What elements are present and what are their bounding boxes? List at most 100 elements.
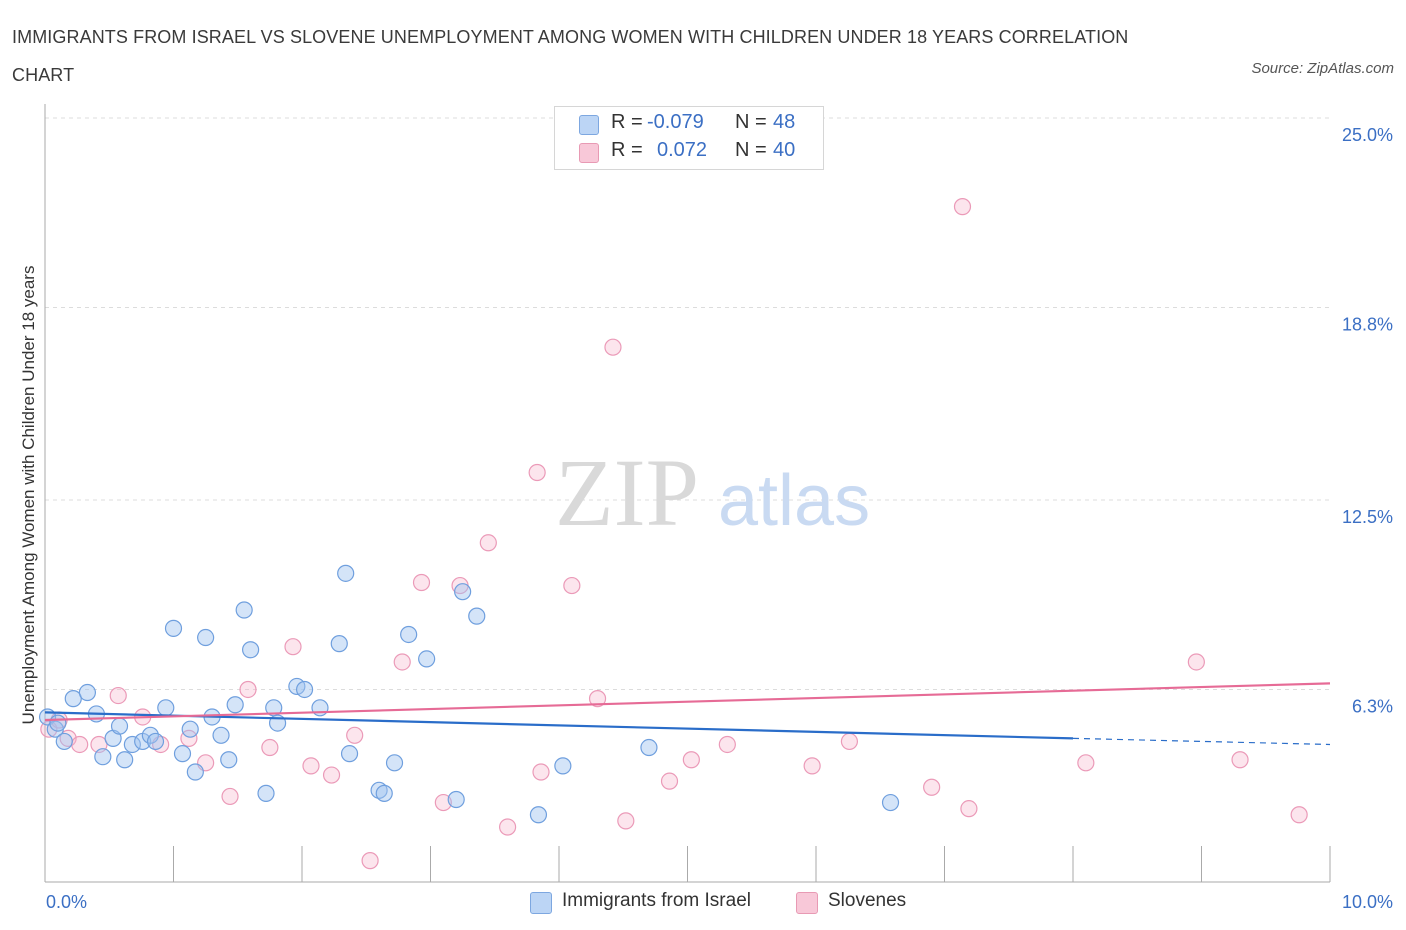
israel-point bbox=[529, 806, 548, 824]
slovenes-point bbox=[1077, 754, 1095, 772]
israel-point bbox=[116, 751, 134, 769]
israel-point bbox=[226, 696, 244, 714]
slovenes-point bbox=[346, 726, 364, 744]
source-credit: Source: ZipAtlas.com bbox=[1251, 60, 1394, 77]
israel-point bbox=[418, 650, 436, 668]
slovenes-point bbox=[563, 576, 581, 595]
slovenes-point bbox=[109, 686, 127, 705]
slovenes-point bbox=[1231, 751, 1249, 769]
israel-point bbox=[164, 619, 183, 637]
israel-point bbox=[181, 720, 199, 738]
slovenes-point bbox=[953, 198, 972, 216]
slovenes-point bbox=[284, 638, 302, 656]
israel-point bbox=[235, 601, 253, 619]
slovenes-point bbox=[604, 338, 622, 356]
israel-point bbox=[123, 735, 141, 754]
y-tick-label: 6.3% bbox=[1352, 696, 1393, 716]
israel-point bbox=[330, 635, 348, 653]
x-tick-labels: 0.0% 10.0% bbox=[46, 892, 1393, 912]
slovenes-point bbox=[923, 778, 941, 796]
y-tick-labels: 6.3% 12.5% 18.8% 25.0% bbox=[1342, 125, 1393, 716]
israel-trend-line bbox=[44, 711, 1074, 740]
slovenes-point bbox=[499, 818, 517, 836]
bottom-legend-label-slovenes: Slovenes bbox=[828, 890, 907, 911]
israel-point bbox=[340, 745, 359, 763]
slovenes-point bbox=[221, 787, 239, 806]
slovenes-point bbox=[180, 729, 198, 747]
bottom-legend-swatch-slovenes bbox=[796, 892, 818, 914]
israel-point bbox=[242, 641, 260, 659]
israel-point bbox=[146, 732, 165, 751]
israel-point bbox=[881, 793, 900, 812]
slovenes-point bbox=[361, 852, 379, 870]
slovenes-point bbox=[532, 763, 550, 781]
israel-trend-extension bbox=[1072, 737, 1331, 746]
slovenes-point bbox=[302, 757, 320, 775]
slovenes-point bbox=[412, 573, 431, 592]
watermark-zip: ZIP bbox=[555, 439, 699, 546]
israel-point bbox=[468, 607, 486, 625]
grid-lines bbox=[45, 117, 1330, 690]
israel-point bbox=[94, 748, 112, 766]
x-tick-label: 0.0% bbox=[46, 892, 87, 912]
slovenes-point bbox=[479, 534, 497, 552]
slovenes-point bbox=[393, 653, 411, 671]
israel-point bbox=[337, 564, 355, 582]
slovenes-point bbox=[617, 812, 635, 830]
watermark: ZIP atlas bbox=[555, 439, 870, 546]
y-tick-label: 25.0% bbox=[1342, 125, 1393, 145]
correlation-legend: R = -0.079 N = 48 R = 0.072 N = 40 bbox=[554, 106, 824, 170]
israel-point bbox=[173, 745, 192, 763]
watermark-atlas: atlas bbox=[718, 461, 870, 541]
israel-point bbox=[400, 625, 418, 644]
israel-point bbox=[454, 583, 472, 601]
bottom-legend-label-israel: Immigrants from Israel bbox=[562, 890, 751, 911]
y-tick-label: 18.8% bbox=[1342, 314, 1393, 334]
legend-r-value: 0.072 bbox=[657, 139, 708, 161]
slovenes-trend-line bbox=[44, 682, 1331, 722]
slovenes-point bbox=[840, 732, 859, 751]
slovenes-point bbox=[803, 757, 821, 775]
x-tick-label: 10.0% bbox=[1342, 892, 1393, 912]
slovenes-point bbox=[960, 800, 978, 818]
slovenes-point bbox=[322, 766, 341, 784]
israel-point bbox=[370, 781, 388, 799]
legend-swatch-israel bbox=[579, 115, 599, 135]
legend-r-label: R = bbox=[611, 139, 643, 161]
slovenes-point bbox=[71, 735, 89, 754]
slovenes-point bbox=[682, 751, 700, 769]
y-tick-label: 12.5% bbox=[1342, 507, 1393, 527]
legend-swatch-slovenes bbox=[579, 143, 599, 163]
y-axis-label: Unemployment Among Women with Children U… bbox=[19, 266, 38, 725]
slovenes-point bbox=[660, 772, 679, 790]
israel-point bbox=[212, 726, 230, 744]
chart-title: IMMIGRANTS FROM ISRAEL VS SLOVENE UNEMPL… bbox=[12, 27, 1129, 85]
legend-n-label: N = bbox=[735, 139, 767, 161]
israel-point bbox=[220, 751, 238, 769]
israel-point bbox=[295, 680, 314, 699]
legend-r-label: R = bbox=[611, 111, 643, 133]
legend-n-value: 48 bbox=[773, 111, 796, 133]
israel-point bbox=[49, 714, 67, 732]
legend-n-label: N = bbox=[735, 111, 767, 133]
slovenes-point bbox=[261, 738, 279, 757]
slovenes-point bbox=[239, 680, 257, 699]
israel-point bbox=[385, 754, 404, 772]
israel-point bbox=[157, 699, 175, 717]
israel-point bbox=[197, 628, 215, 647]
slovenes-point bbox=[588, 690, 607, 708]
axis-ticks bbox=[44, 846, 1331, 882]
slovenes-point bbox=[718, 735, 736, 754]
israel-point bbox=[640, 738, 658, 757]
israel-point bbox=[78, 683, 97, 702]
israel-point bbox=[186, 763, 204, 781]
israel-point bbox=[257, 784, 275, 802]
israel-point bbox=[55, 732, 73, 751]
bottom-legend-swatch-israel bbox=[530, 892, 552, 914]
trend-lines bbox=[44, 682, 1331, 746]
legend-n-value: 40 bbox=[773, 139, 796, 161]
israel-point bbox=[447, 790, 465, 809]
slovenes-point bbox=[1187, 653, 1205, 671]
legend-r-value: -0.079 bbox=[647, 111, 704, 133]
